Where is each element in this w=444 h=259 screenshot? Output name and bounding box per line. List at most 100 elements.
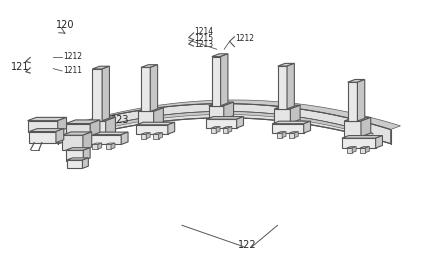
Polygon shape — [28, 121, 58, 132]
Polygon shape — [92, 69, 102, 121]
Polygon shape — [141, 65, 158, 67]
Text: 1214: 1214 — [194, 27, 214, 36]
Polygon shape — [154, 133, 163, 134]
Polygon shape — [83, 148, 90, 161]
Polygon shape — [290, 105, 300, 123]
Polygon shape — [154, 134, 159, 139]
Text: 120: 120 — [56, 20, 74, 30]
Polygon shape — [106, 145, 111, 149]
Polygon shape — [360, 148, 365, 153]
Polygon shape — [365, 147, 369, 153]
Polygon shape — [277, 132, 286, 133]
Polygon shape — [344, 121, 361, 136]
Polygon shape — [159, 133, 163, 139]
Polygon shape — [221, 54, 228, 106]
Polygon shape — [206, 119, 237, 128]
Polygon shape — [92, 145, 98, 149]
Polygon shape — [136, 122, 174, 125]
Polygon shape — [211, 126, 220, 128]
Polygon shape — [287, 63, 294, 109]
Polygon shape — [67, 158, 88, 160]
Polygon shape — [83, 158, 88, 168]
Polygon shape — [141, 133, 150, 134]
Polygon shape — [216, 126, 220, 133]
Polygon shape — [224, 102, 234, 119]
Polygon shape — [357, 80, 365, 121]
Polygon shape — [106, 117, 115, 136]
Polygon shape — [67, 160, 83, 168]
Text: 1211: 1211 — [63, 66, 82, 75]
Polygon shape — [98, 143, 102, 149]
Polygon shape — [83, 132, 92, 150]
Polygon shape — [154, 108, 163, 126]
Polygon shape — [66, 150, 83, 161]
Polygon shape — [348, 80, 365, 82]
Polygon shape — [66, 124, 90, 136]
Polygon shape — [352, 147, 356, 153]
Polygon shape — [87, 135, 121, 145]
Polygon shape — [277, 133, 282, 138]
Polygon shape — [58, 117, 67, 132]
Polygon shape — [56, 129, 64, 143]
Polygon shape — [66, 148, 90, 150]
Polygon shape — [141, 67, 150, 111]
Polygon shape — [58, 104, 391, 133]
Polygon shape — [58, 104, 391, 144]
Polygon shape — [29, 129, 64, 132]
Polygon shape — [138, 108, 163, 111]
Polygon shape — [212, 54, 228, 56]
Polygon shape — [89, 117, 115, 121]
Polygon shape — [294, 132, 298, 138]
Polygon shape — [168, 122, 174, 134]
Text: 123: 123 — [111, 115, 130, 125]
Polygon shape — [272, 121, 310, 124]
Text: 1213: 1213 — [194, 40, 214, 49]
Polygon shape — [278, 63, 294, 66]
Polygon shape — [282, 132, 286, 138]
Polygon shape — [223, 128, 228, 133]
Polygon shape — [228, 126, 232, 133]
Polygon shape — [347, 147, 356, 148]
Text: 1212: 1212 — [235, 34, 254, 44]
Polygon shape — [272, 124, 304, 133]
Polygon shape — [141, 134, 146, 139]
Polygon shape — [87, 132, 128, 135]
Polygon shape — [146, 133, 150, 139]
Polygon shape — [342, 138, 376, 148]
Polygon shape — [376, 135, 382, 148]
Polygon shape — [212, 56, 221, 106]
Polygon shape — [209, 106, 224, 119]
Polygon shape — [274, 109, 290, 123]
Polygon shape — [62, 132, 92, 135]
Polygon shape — [361, 117, 371, 136]
Polygon shape — [211, 128, 216, 133]
Polygon shape — [111, 143, 115, 149]
Polygon shape — [344, 117, 371, 121]
Polygon shape — [289, 132, 298, 133]
Text: 1212: 1212 — [63, 52, 82, 61]
Polygon shape — [66, 120, 100, 124]
Polygon shape — [136, 125, 168, 134]
Text: 1215: 1215 — [194, 34, 214, 43]
Polygon shape — [29, 132, 56, 143]
Polygon shape — [223, 126, 232, 128]
Polygon shape — [92, 143, 102, 145]
Polygon shape — [348, 82, 357, 121]
Polygon shape — [138, 111, 154, 126]
Polygon shape — [289, 133, 294, 138]
Polygon shape — [90, 120, 100, 136]
Text: 122: 122 — [238, 240, 257, 250]
Polygon shape — [347, 148, 352, 153]
Polygon shape — [206, 117, 243, 119]
Polygon shape — [150, 65, 158, 111]
Polygon shape — [58, 100, 400, 130]
Polygon shape — [92, 66, 110, 69]
Polygon shape — [106, 143, 115, 145]
Polygon shape — [62, 135, 83, 150]
Polygon shape — [121, 132, 128, 145]
Polygon shape — [278, 66, 287, 109]
Polygon shape — [209, 102, 234, 106]
Polygon shape — [304, 121, 310, 133]
Polygon shape — [360, 147, 369, 148]
Text: 121: 121 — [11, 62, 30, 72]
